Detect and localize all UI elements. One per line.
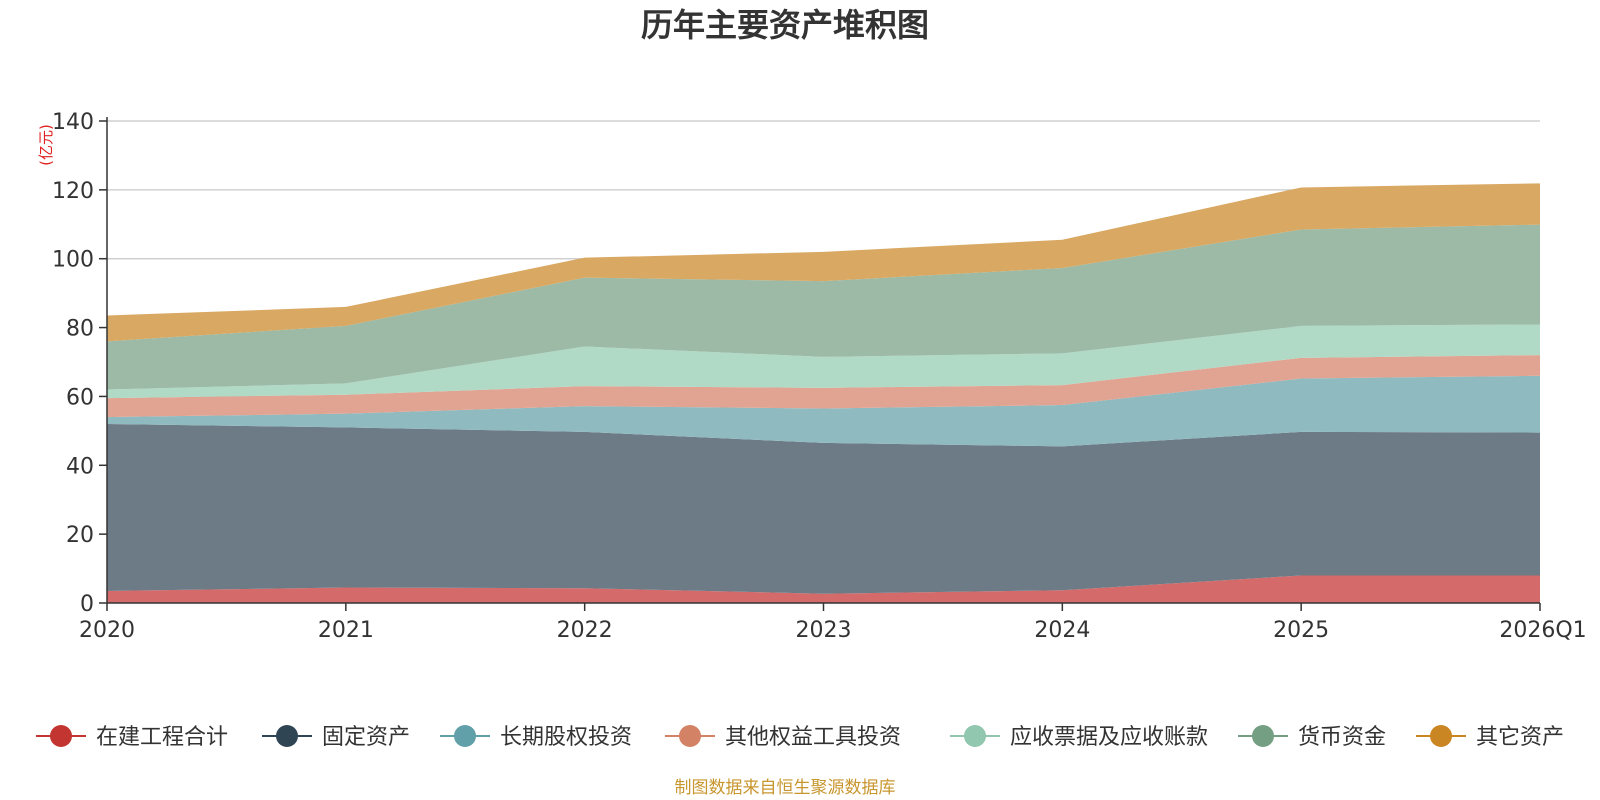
area-series-3 [107,375,1540,447]
x-tick-label: 2025 [1273,618,1329,643]
legend-item-4: 其他权益工具投资 [665,725,901,750]
x-tick-label: 2024 [1034,618,1090,643]
area-series-7 [107,183,1540,342]
x-tick-label: 2020 [79,618,135,643]
legend-marker [276,725,298,747]
y-tick-label: 0 [80,592,94,617]
y-tick-label: 100 [52,248,94,273]
y-tick-label: 120 [52,179,94,204]
area-series-group [107,183,1540,603]
legend-marker [454,725,476,747]
y-tick-label: 40 [66,454,94,479]
x-tick-label: 2026Q1 [1499,618,1586,643]
x-tick-label: 2023 [796,618,852,643]
area-series-2 [107,423,1540,594]
legend-marker [1252,725,1274,747]
y-tick-label: 140 [52,110,94,135]
axes: 0 20 40 60 80 100 120 140 2020 2021 2022 2023 2024 20… [52,110,1587,643]
y-tick-label: 80 [66,317,94,342]
legend-label: 固定资产 [322,725,410,750]
legend-marker [964,725,986,747]
area-series-6 [107,224,1540,390]
legend-label: 货币资金 [1298,725,1386,750]
legend-label: 其他权益工具投资 [725,725,901,750]
y-tick-label: 20 [66,523,94,548]
legend-item-3: 长期股权投资 [440,725,632,750]
x-tick-label: 2022 [557,618,613,643]
legend-label: 在建工程合计 [96,725,228,750]
legend: 在建工程合计 固定资产 长期股权投资 其他权益工具投资 应收票据及应收账款 货币资金 其它资… [36,725,1564,750]
chart-title: 历年主要资产堆积图 [641,6,929,44]
legend-marker [679,725,701,747]
area-series-1 [107,575,1540,603]
legend-item-1: 在建工程合计 [36,725,228,750]
y-axis-unit-label: (亿元) [37,124,55,166]
legend-item-5: 应收票据及应收账款 [950,725,1208,750]
area-series-5 [107,324,1540,399]
legend-item-2: 固定资产 [262,725,410,750]
legend-label: 长期股权投资 [500,725,632,750]
source-note: 制图数据来自恒生聚源数据库 [675,778,896,798]
legend-marker [50,725,72,747]
x-tick-label: 2021 [318,618,374,643]
legend-marker [1430,725,1452,747]
legend-label: 应收票据及应收账款 [1010,725,1208,750]
legend-item-6: 货币资金 [1238,725,1386,750]
area-series-4 [107,355,1540,418]
legend-item-7: 其它资产 [1416,725,1564,750]
y-tick-label: 60 [66,385,94,410]
legend-label: 其它资产 [1476,725,1564,750]
